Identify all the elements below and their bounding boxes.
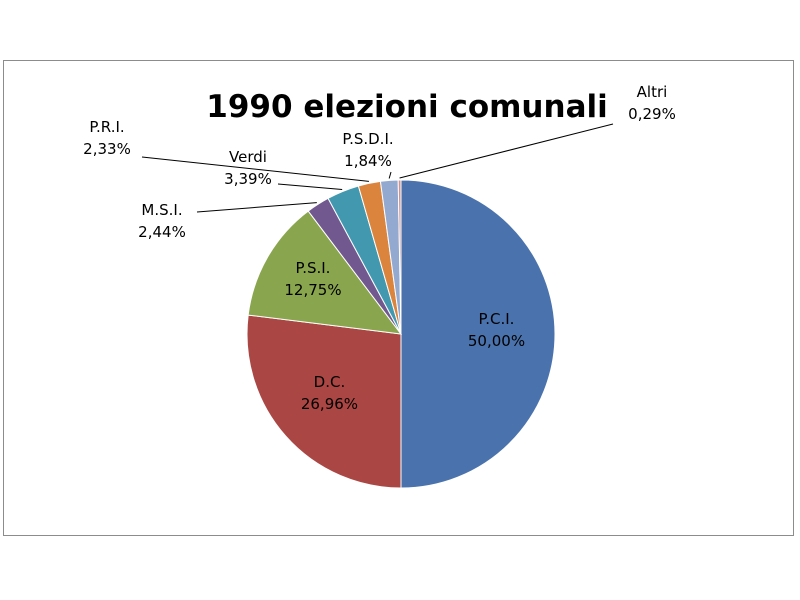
data-label-name: P.C.I. [479, 310, 515, 328]
data-label-name: D.C. [314, 373, 346, 391]
data-label-name: Verdi [229, 148, 267, 166]
leader-line-pri [141, 156, 369, 182]
data-label-value: 1,84% [344, 152, 392, 170]
data-label-altri: Altri 0,29% [628, 83, 676, 123]
data-label-name: P.R.I. [89, 118, 124, 136]
data-label-verdi: Verdi 3,39% [224, 148, 272, 188]
chart-area: 1990 elezioni comunali P.C.I. 50,00% D.C. 2… [3, 60, 794, 536]
data-label-value: 2,33% [83, 140, 131, 158]
chart-title: 1990 elezioni comunali [206, 89, 608, 125]
pie-chart: 1990 elezioni comunali P.C.I. 50,00% D.C. 2… [83, 83, 676, 489]
data-label-name: M.S.I. [141, 201, 182, 219]
leader-line-psdi [388, 171, 392, 179]
data-label-value: 50,00% [468, 332, 525, 350]
data-label-name: P.S.I. [295, 259, 330, 277]
pie-slice-pci [400, 179, 556, 489]
pie-slice-psi [247, 210, 403, 335]
data-label-psdi: P.S.D.I. 1,84% [342, 130, 393, 170]
data-label-psi: P.S.I. 12,75% [284, 259, 341, 299]
pie-slice-dc [246, 314, 402, 489]
leader-line-altri [399, 123, 614, 179]
data-label-pci: P.C.I. 50,00% [468, 310, 525, 350]
data-label-msi: M.S.I. 2,44% [138, 201, 186, 241]
leader-line-verdi [277, 183, 343, 191]
data-label-name: Altri [637, 83, 668, 101]
data-label-value: 3,39% [224, 170, 272, 188]
data-label-value: 0,29% [628, 105, 676, 123]
data-label-name: P.S.D.I. [342, 130, 393, 148]
data-label-dc: D.C. 26,96% [301, 373, 358, 413]
data-label-pri: P.R.I. 2,33% [83, 118, 131, 158]
leader-line-msi [196, 202, 317, 213]
data-label-value: 2,44% [138, 223, 186, 241]
data-label-value: 26,96% [301, 395, 358, 413]
pie-slice-altri [397, 179, 402, 335]
data-label-value: 12,75% [284, 281, 341, 299]
